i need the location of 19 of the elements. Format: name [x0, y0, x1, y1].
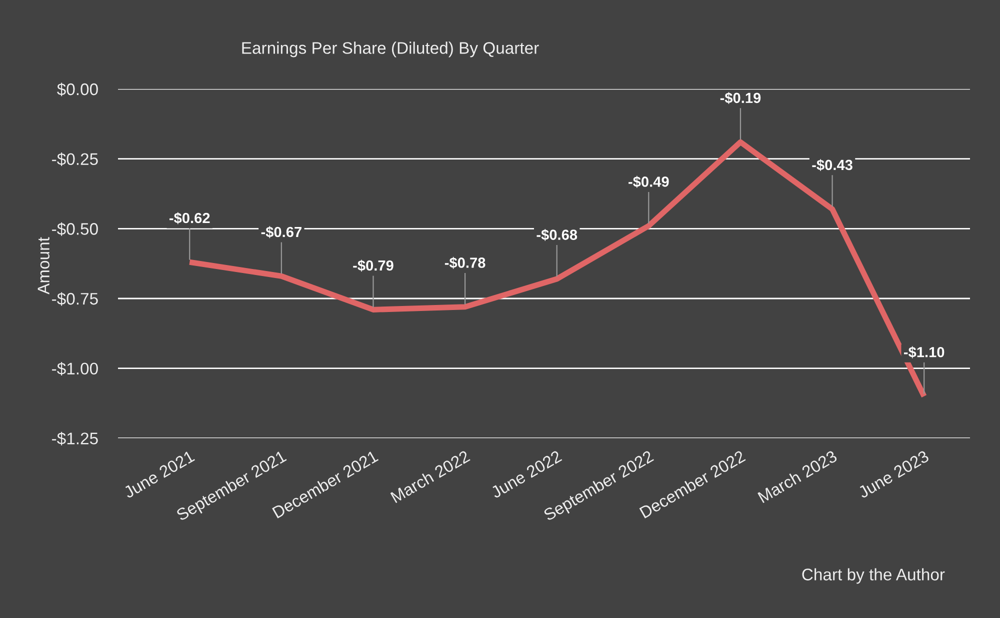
data-label: -$0.68 [536, 228, 578, 241]
y-tick-label: -$1.00 [52, 362, 98, 376]
y-tick-label: -$0.75 [52, 292, 98, 306]
data-label: -$1.10 [904, 346, 944, 358]
y-tick-label: -$0.50 [52, 222, 98, 236]
chart-title: Earnings Per Share (Diluted) By Quarter [242, 42, 539, 58]
x-tick-label: June 2023 [857, 450, 930, 499]
y-tick-label: -$1.25 [52, 432, 98, 446]
data-label: -$0.79 [353, 260, 394, 272]
y-tick-label: $0.00 [57, 82, 98, 96]
y-axis-title: Amount [38, 237, 50, 294]
data-label: -$0.19 [720, 92, 761, 104]
y-tick-label: -$0.25 [52, 152, 98, 166]
data-label: -$0.67 [261, 226, 302, 238]
data-label: -$0.49 [628, 176, 669, 188]
data-label: -$0.78 [444, 256, 486, 269]
data-label: -$0.62 [170, 212, 210, 224]
data-label: -$0.43 [812, 159, 852, 172]
text: Chart by the Author [802, 568, 945, 584]
